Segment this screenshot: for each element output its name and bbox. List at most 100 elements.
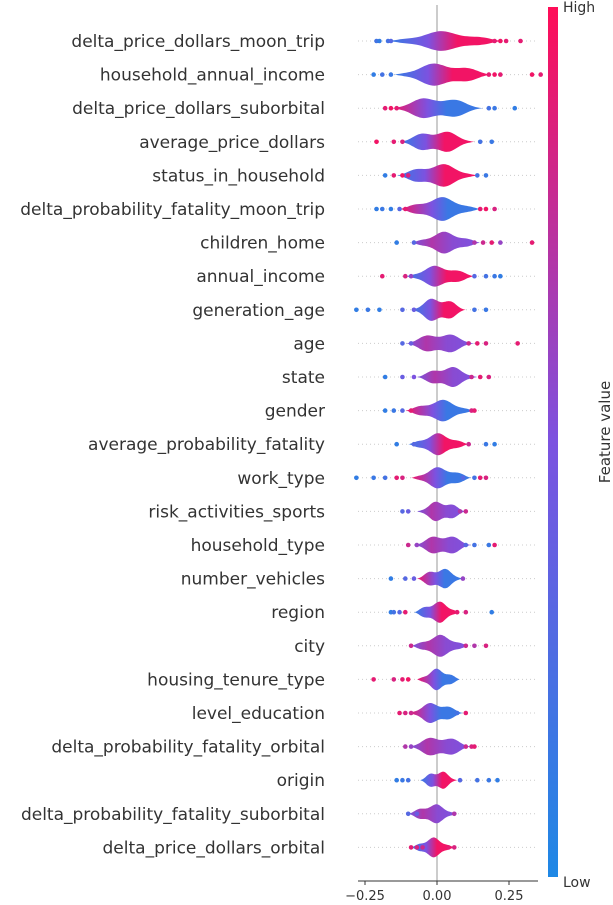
point-number-vehicles-1	[403, 576, 408, 581]
point-average-probability-fatality-1	[411, 441, 417, 447]
point-generation-age-1	[365, 307, 371, 313]
violin-status-in-household	[396, 164, 478, 187]
point-origin-4	[475, 777, 480, 783]
point-status-in-household-0	[382, 173, 388, 178]
violin-delta-price-dollars-orbital	[411, 837, 455, 858]
x-tick-label-2: 0.25	[495, 889, 524, 904]
point-delta-probability-fatality-moon-trip-5	[477, 206, 483, 212]
point-delta-price-dollars-moon-trip-5	[498, 38, 503, 44]
point-work-type-4	[400, 475, 405, 481]
point-state-5	[486, 374, 492, 380]
point-housing-tenure-type-1	[391, 677, 397, 682]
point-work-type-5	[460, 475, 466, 481]
point-generation-age-4	[411, 307, 417, 313]
point-delta-probability-fatality-moon-trip-4	[403, 206, 408, 212]
point-number-vehicles-3	[460, 576, 466, 581]
violin-household-type	[414, 536, 472, 554]
x-axis: −0.25 0.00 0.25	[345, 880, 538, 904]
violin-risk-activities-sports	[416, 501, 466, 522]
violin-delta-price-dollars-suborbital	[390, 98, 484, 119]
point-origin-1	[400, 777, 405, 783]
point-gender-2	[400, 408, 405, 413]
point-delta-probability-fatality-suborbital-2	[451, 811, 457, 817]
point-status-in-household-3	[405, 173, 411, 178]
point-age-4	[483, 341, 489, 346]
feature-label-delta-probability-fatality-suborbital: delta_probability_fatality_suborbital	[21, 805, 325, 825]
point-city-2	[472, 643, 477, 649]
point-household-type-3	[472, 542, 477, 548]
point-average-probability-fatality-2	[466, 441, 471, 447]
violin-average-price-dollars	[399, 131, 475, 152]
point-delta-probability-fatality-suborbital-0	[405, 811, 411, 817]
feature-label-household-annual-income: household_annual_income	[100, 66, 325, 86]
point-gender-1	[391, 408, 397, 413]
point-gender-0	[382, 408, 388, 413]
point-state-2	[411, 374, 417, 380]
point-children-home-5	[498, 240, 503, 245]
point-annual-income-5	[492, 273, 497, 279]
point-work-type-7	[477, 475, 483, 481]
point-household-type-2	[463, 542, 469, 548]
point-delta-price-dollars-orbital-3	[446, 845, 451, 850]
point-state-0	[382, 374, 388, 380]
point-risk-activities-sports-1	[405, 509, 411, 514]
point-risk-activities-sports-3	[463, 509, 469, 514]
point-delta-price-dollars-orbital-4	[451, 845, 457, 850]
point-work-type-1	[371, 475, 376, 481]
point-household-type-0	[405, 542, 411, 548]
violin-number-vehicles	[416, 568, 463, 589]
violin-household-annual-income	[393, 63, 492, 86]
feature-label-risk-activities-sports: risk_activities_sports	[148, 502, 325, 522]
point-delta-probability-fatality-moon-trip-1	[379, 206, 385, 212]
point-generation-age-2	[377, 307, 382, 313]
point-state-1	[400, 374, 405, 380]
point-delta-price-dollars-orbital-0	[408, 845, 414, 850]
violin-housing-tenure-type	[416, 668, 460, 691]
point-origin-6	[495, 777, 500, 783]
point-average-price-dollars-3	[477, 139, 483, 145]
point-origin-5	[486, 777, 492, 783]
violin-generation-age	[411, 298, 466, 321]
violin-delta-price-dollars-moon-trip	[388, 31, 504, 51]
colorbar-gradient	[548, 7, 558, 877]
point-household-annual-income-1	[379, 72, 385, 77]
feature-label-delta-probability-fatality-orbital: delta_probability_fatality_orbital	[51, 738, 325, 758]
point-origin-3	[457, 777, 463, 783]
point-household-type-4	[486, 542, 492, 548]
point-level-education-0	[397, 710, 402, 716]
point-household-annual-income-6	[529, 72, 535, 77]
point-age-5	[515, 341, 520, 346]
feature-label-gender: gender	[265, 402, 325, 422]
point-annual-income-3	[472, 273, 477, 279]
feature-label-delta-price-dollars-moon-trip: delta_price_dollars_moon_trip	[71, 32, 325, 52]
point-children-home-3	[480, 240, 486, 245]
x-tick-label-0: −0.25	[345, 889, 385, 904]
x-tick-label-1: 0.00	[423, 889, 452, 904]
point-delta-price-dollars-suborbital-5	[512, 105, 518, 111]
violin-origin	[419, 771, 458, 789]
point-city-3	[483, 643, 489, 649]
feature-label-status-in-household: status_in_household	[152, 166, 325, 186]
point-household-type-1	[414, 542, 420, 548]
point-origin-0	[394, 777, 399, 783]
point-number-vehicles-2	[411, 576, 417, 581]
point-region-4	[454, 609, 460, 615]
point-delta-probability-fatality-orbital-1	[408, 744, 414, 749]
violin-delta-probability-fatality-orbital	[408, 737, 472, 756]
point-household-annual-income-0	[371, 72, 376, 77]
violin-level-education	[408, 703, 463, 723]
point-generation-age-3	[400, 307, 405, 313]
point-risk-activities-sports-2	[457, 509, 463, 514]
point-work-type-0	[354, 475, 359, 481]
feature-labels: delta_price_dollars_moon_trip household_a…	[20, 32, 325, 858]
point-work-type-6	[472, 475, 477, 481]
point-average-price-dollars-1	[391, 139, 397, 145]
point-region-3	[403, 609, 408, 615]
point-delta-probability-fatality-orbital-0	[403, 744, 408, 749]
point-origin-2	[405, 777, 411, 783]
point-delta-probability-fatality-suborbital-1	[414, 811, 420, 817]
point-level-education-1	[403, 710, 408, 716]
point-delta-probability-fatality-moon-trip-0	[374, 206, 379, 212]
point-age-2	[466, 341, 471, 346]
